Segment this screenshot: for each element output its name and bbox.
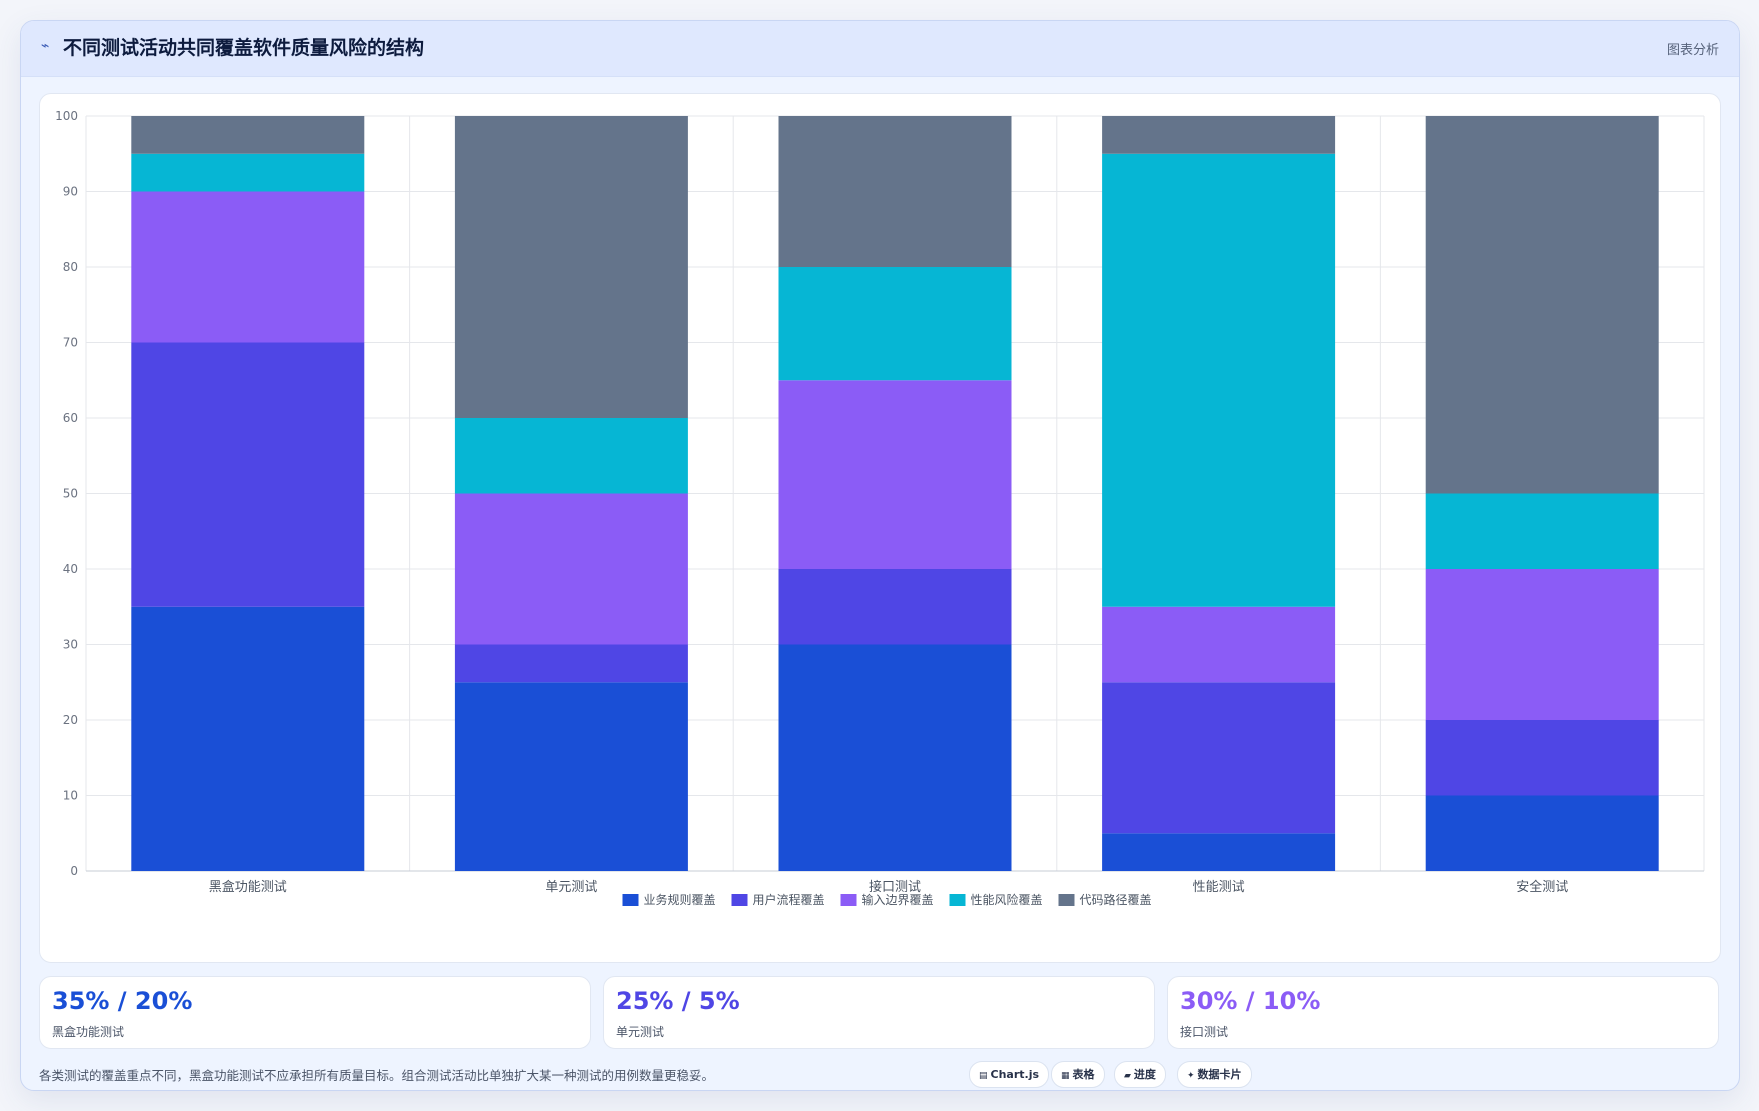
bar-segment [454, 644, 688, 683]
legend-label: 业务规则覆盖 [644, 892, 716, 907]
x-tick-label: 单元测试 [545, 880, 597, 895]
bar-segment [1425, 116, 1659, 494]
bar-segment [1102, 153, 1336, 607]
chart-card: ⌁ 不同测试活动共同覆盖软件质量风险的结构 图表分析 0 10 20 30 40 50 60… [20, 20, 1740, 1091]
bar-segment [454, 493, 688, 645]
bar-segment [1102, 116, 1336, 154]
y-tick-label: 20 [63, 713, 78, 727]
bar-segment [1102, 606, 1336, 683]
bar-segment [778, 116, 1012, 267]
bar-segment [454, 418, 688, 494]
bar-segment [778, 569, 1012, 645]
legend-label: 代码路径覆盖 [1080, 892, 1152, 907]
y-tick-label: 90 [63, 185, 78, 199]
stat-cards: 35% / 20% 黑盒功能测试 25% / 5% 单元测试 30% / 10%… [39, 976, 1719, 1049]
bar-segment [131, 153, 365, 192]
y-tick-label: 10 [63, 789, 78, 803]
stat-value: 35% / 20% [52, 987, 193, 1015]
x-tick-label: 性能测试 [1193, 880, 1245, 895]
bar-segment [131, 191, 365, 343]
sparkle-icon: ✦ [1187, 1071, 1195, 1081]
legend-swatch [949, 894, 966, 906]
bar-segment [1425, 493, 1659, 569]
stat-label: 黑盒功能测试 [52, 1025, 125, 1039]
legend-swatch [622, 894, 639, 906]
bar-segment [454, 682, 688, 871]
card-header: ⌁ 不同测试活动共同覆盖软件质量风险的结构 图表分析 [21, 21, 1739, 77]
y-tick-label: 70 [63, 336, 78, 350]
y-tick-label: 40 [63, 562, 78, 576]
wave-icon: ⌁ [41, 38, 50, 54]
chip-label: 表格 [1072, 1068, 1095, 1081]
chart-title: 不同测试活动共同覆盖软件质量风险的结构 [63, 37, 425, 59]
bar-segment [131, 342, 365, 607]
bar-segment [778, 380, 1012, 569]
chart-analysis-tag[interactable]: 图表分析 [1666, 43, 1719, 58]
legend-swatch [1058, 894, 1075, 906]
chip-data-card[interactable]: ✦ 数据卡片 [1177, 1061, 1252, 1088]
bar-segment [131, 116, 365, 154]
y-tick-label: 0 [70, 864, 78, 878]
x-tick-label: 接口测试 [869, 879, 921, 895]
bar-segment [1425, 795, 1659, 871]
stat-card: 35% / 20% 黑盒功能测试 [39, 976, 591, 1049]
stat-value: 30% / 10% [1180, 987, 1321, 1015]
table-icon: ▦ [1061, 1071, 1070, 1081]
bar-segment [778, 644, 1012, 871]
bar-segment [454, 116, 688, 418]
chip-chartjs[interactable]: ▤ Chart.js [969, 1061, 1050, 1088]
stat-card: 30% / 10% 接口测试 [1167, 976, 1719, 1049]
stacked-bar-chart: 0 10 20 30 40 50 60 70 80 90 100 黑盒功能测试 单元测试 接口测试 性能测试… [55, 109, 1705, 907]
y-tick-label: 80 [63, 260, 78, 274]
x-tick-label: 安全测试 [1516, 879, 1568, 895]
footnote: 各类测试的覆盖重点不同，黑盒功能测试不应承担所有质量目标。组合测试活动比单独扩大… [39, 1068, 715, 1083]
legend-swatch [731, 894, 748, 906]
stat-label: 接口测试 [1180, 1025, 1229, 1039]
legend-label: 性能风险覆盖 [971, 892, 1043, 907]
bar-segment [131, 606, 365, 871]
bar-segment [778, 267, 1012, 381]
y-tick-label: 60 [63, 411, 78, 425]
progress-icon: ▰ [1124, 1071, 1131, 1081]
chip-progress[interactable]: ▰ 进度 [1114, 1061, 1166, 1088]
bar-segment [1102, 833, 1336, 871]
stat-label: 单元测试 [616, 1025, 665, 1039]
chart-panel: 0 10 20 30 40 50 60 70 80 90 100 黑盒功能测试 单元测试 接口测试 性能测试… [39, 93, 1721, 963]
chip-label: 进度 [1133, 1068, 1156, 1081]
legend-label: 输入边界覆盖 [862, 892, 934, 907]
stat-card: 25% / 5% 单元测试 [603, 976, 1155, 1049]
x-tick-label: 黑盒功能测试 [209, 879, 287, 895]
chart-icon: ▤ [979, 1071, 988, 1081]
chip-table[interactable]: ▦ 表格 [1051, 1061, 1105, 1088]
y-tick-label: 100 [55, 109, 78, 123]
legend-label: 用户流程覆盖 [753, 892, 825, 907]
stat-value: 25% / 5% [616, 987, 740, 1015]
bar-segment [1425, 569, 1659, 720]
chip-label: 数据卡片 [1197, 1068, 1242, 1081]
bar-segment [1425, 720, 1659, 796]
bar-segment [1102, 682, 1336, 834]
chip-label: Chart.js [990, 1068, 1040, 1081]
y-tick-label: 30 [63, 638, 78, 652]
legend-swatch [840, 894, 857, 906]
y-tick-label: 50 [63, 487, 78, 501]
